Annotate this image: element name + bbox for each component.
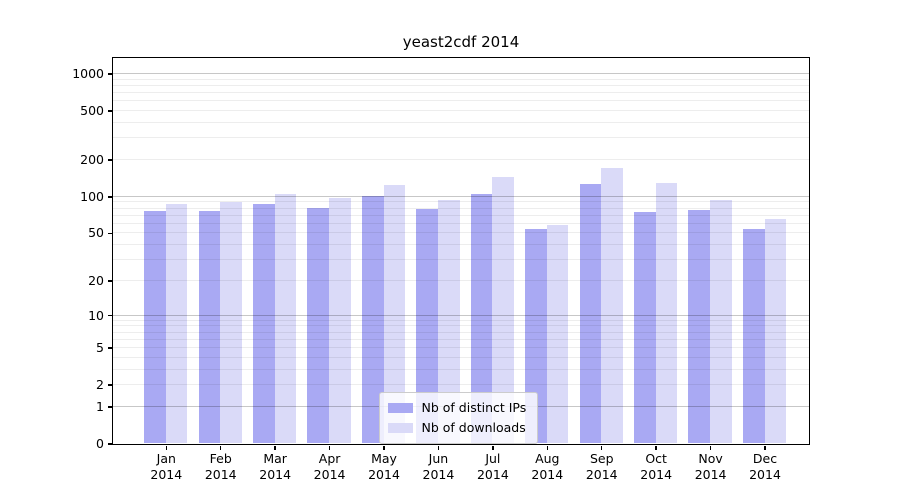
x-tick-label-dec: Dec 2014 [749,451,781,482]
x-tick-apr [328,445,331,450]
bar-s0-apr [307,207,330,444]
legend-swatch-downloads [387,422,413,433]
bar-s1-may [383,184,406,444]
bar-s0-nov [688,209,711,444]
bar-s0-may [361,196,384,444]
legend-item-downloads: Nb of downloads [387,418,527,438]
bars-layer [113,58,809,444]
bar-s0-oct [633,211,656,444]
x-tick-label-oct: Oct 2014 [640,451,673,482]
chart-title: yeast2cdf 2014 [402,33,520,51]
x-tick-may [383,445,385,450]
x-tick-label-apr: Apr 2014 [313,451,346,482]
y-tick-label-100: 100 [80,188,104,204]
bar-s1-sep [601,168,623,444]
x-tick-label-jul: Jul 2014 [476,451,509,482]
legend: Nb of distinct IPs Nb of downloads [378,391,539,444]
x-tick-label-jan: Jan 2014 [150,451,183,482]
x-tick-jun [437,445,440,450]
bar-s1-nov [710,199,732,444]
y-tick-label-200: 200 [80,152,104,168]
x-tick-oct [655,445,657,450]
bar-s0-jul [470,193,493,444]
x-tick-label-aug: Aug 2014 [531,451,564,482]
bar-s1-jan [165,203,188,444]
y-tick-0 [108,443,112,445]
y-tick-100 [108,196,112,198]
y-tick-label-5: 5 [96,340,104,356]
x-tick-label-may: May 2014 [368,451,400,482]
y-tick-10 [108,314,112,317]
bar-s1-jul [492,176,515,444]
y-tick-20 [108,280,112,282]
y-tick-500 [108,110,112,112]
bar-s1-mar [274,193,297,444]
bar-s0-mar [252,203,275,444]
x-tick-aug [546,445,549,450]
y-tick-label-1000: 1000 [72,66,104,82]
bar-s1-oct [655,182,678,444]
y-tick-1 [108,406,112,408]
x-tick-dec [764,445,766,450]
legend-item-distinct-ips: Nb of distinct IPs [387,398,527,418]
bar-s0-jan [144,210,166,444]
bar-s1-aug [546,225,569,444]
bar-s1-apr [329,197,351,444]
plot-area: Nb of distinct IPs Nb of downloads [111,56,810,445]
legend-swatch-distinct-ips [387,402,413,413]
bar-s1-feb [220,201,242,444]
x-tick-mar [274,445,276,450]
y-tick-label-2: 2 [96,377,104,393]
legend-label-downloads: Nb of downloads [421,420,526,435]
y-tick-50 [108,232,112,235]
bar-s0-dec [742,228,765,444]
bar-s0-feb [198,210,221,444]
x-tick-nov [709,445,712,450]
y-tick-label-10: 10 [88,307,104,323]
y-tick-label-1: 1 [96,398,104,414]
bar-s0-sep [579,183,602,444]
x-tick-jul [492,445,494,450]
x-tick-label-nov: Nov 2014 [694,451,727,482]
y-tick-200 [108,159,112,161]
x-tick-sep [600,445,603,450]
x-tick-label-feb: Feb 2014 [204,451,237,482]
legend-label-distinct-ips: Nb of distinct IPs [421,400,527,415]
x-tick-jan [165,445,168,450]
bar-s1-dec [764,219,787,444]
bar-s0-jun [416,208,438,444]
x-tick-label-sep: Sep 2014 [585,451,618,482]
x-tick-feb [219,445,222,450]
y-tick-label-500: 500 [80,103,104,119]
y-tick-5 [108,347,112,349]
x-tick-label-mar: Mar 2014 [259,451,292,482]
x-tick-label-jun: Jun 2014 [422,451,455,482]
y-tick-2 [108,384,112,386]
y-tick-label-0: 0 [96,436,104,451]
y-tick-1000 [108,73,112,75]
y-tick-label-50: 50 [88,225,104,241]
bar-s0-aug [525,228,547,444]
y-tick-label-20: 20 [88,272,104,288]
bar-s1-jun [437,200,460,444]
